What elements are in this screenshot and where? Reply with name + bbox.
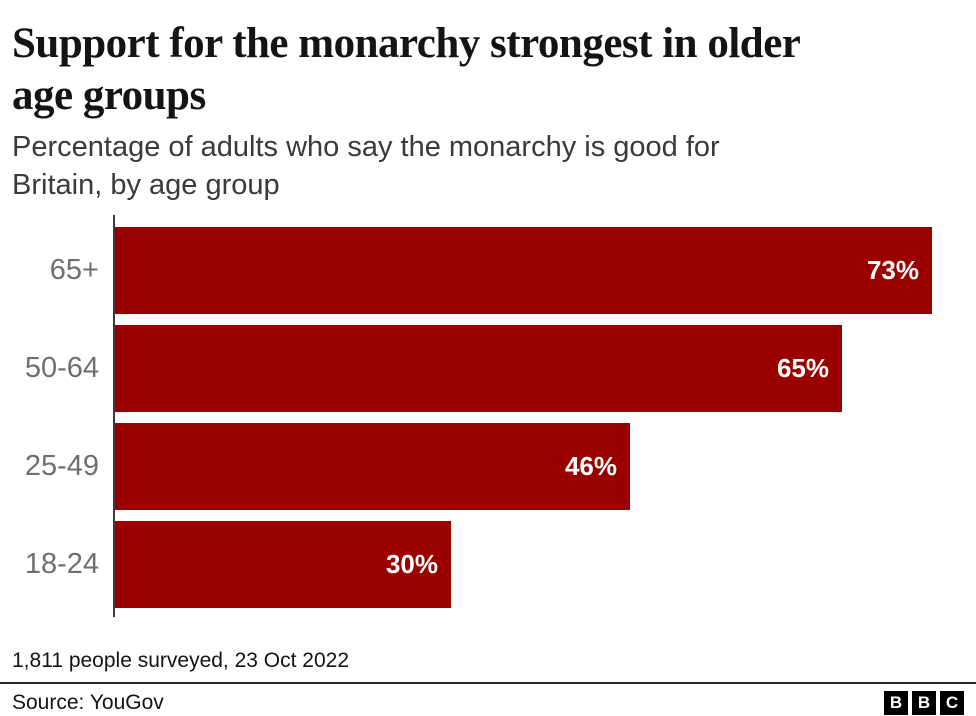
category-label: 18-24 (24, 547, 99, 580)
bbc-logo-letter: B (912, 690, 936, 715)
category-label: 25-49 (24, 449, 99, 482)
category-label: 50-64 (24, 351, 99, 384)
category-label: 65+ (49, 253, 99, 286)
bar: 46% (115, 422, 630, 510)
plot-area: 73% 65% 46% 30% (113, 214, 964, 617)
chart-subtitle: Percentage of adults who say the monarch… (12, 131, 720, 201)
bar-row: 73% (115, 226, 964, 314)
bar: 30% (115, 520, 451, 608)
divider (0, 681, 976, 684)
value-label: 30% (385, 548, 438, 579)
value-label: 73% (866, 254, 919, 285)
bbc-logo-letter: C (940, 690, 964, 715)
bar-row: 46% (115, 422, 964, 510)
bbc-logo: B B C (884, 690, 964, 715)
bar-row: 30% (115, 520, 964, 608)
bar: 65% (115, 324, 842, 412)
value-label: 65% (776, 352, 829, 383)
source-label: Source: YouGov (12, 690, 164, 714)
bar-row: 65% (115, 324, 964, 412)
footnote: 1,811 people surveyed, 23 Oct 2022 (12, 648, 350, 672)
category-axis: 65+ 50-64 25-49 18-24 (12, 215, 113, 617)
value-label: 46% (564, 450, 617, 481)
source-row: Source: YouGov B B C (12, 684, 964, 715)
bbc-logo-letter: B (884, 690, 908, 715)
chart-title: Support for the monarchy strongest in ol… (12, 20, 801, 119)
bar-chart: 65+ 50-64 25-49 18-24 73% 65% 46% 30% (12, 214, 964, 617)
bar: 73% (115, 226, 932, 314)
